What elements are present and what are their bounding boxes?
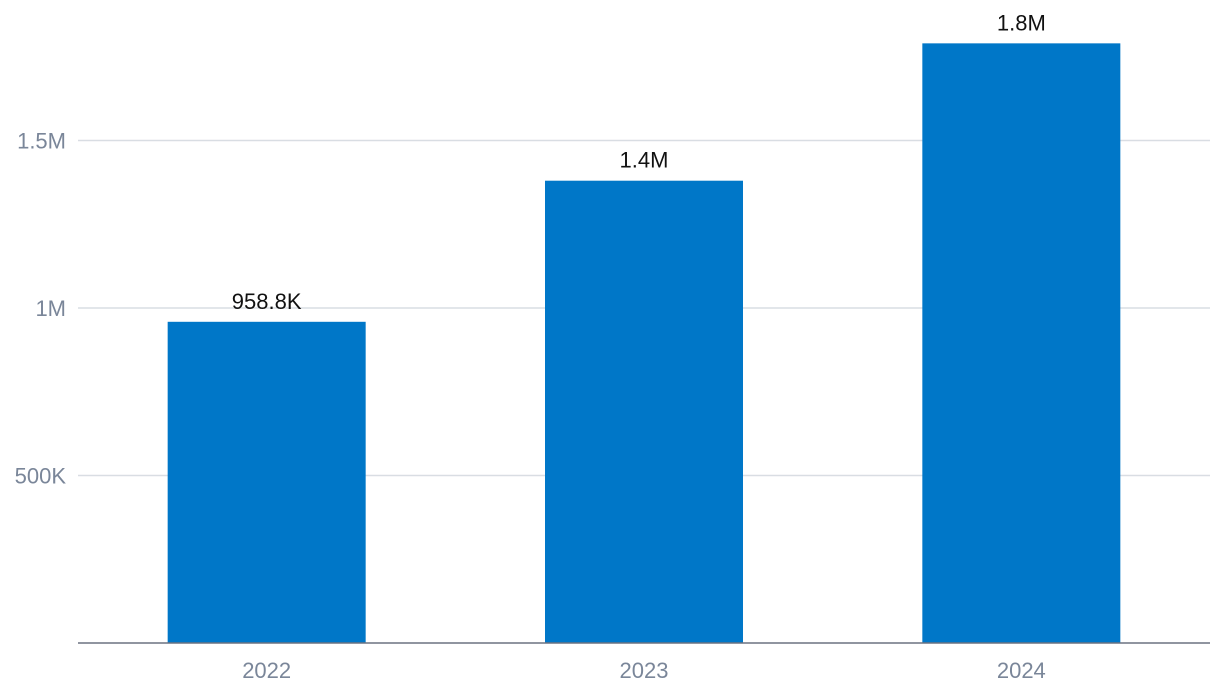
data-labels: 958.8K 1.4M 1.8M	[232, 10, 1046, 313]
x-axis-ticks: 2022 2023 2024	[242, 658, 1046, 683]
data-label-2024: 1.8M	[997, 10, 1046, 35]
data-label-2022: 958.8K	[232, 289, 302, 314]
bar-2023[interactable]	[545, 180, 743, 643]
data-label-2023: 1.4M	[620, 148, 669, 173]
x-tick-label: 2022	[242, 658, 291, 683]
bars	[167, 43, 1121, 644]
x-tick-label: 2023	[620, 658, 669, 683]
bar-2022[interactable]	[167, 321, 366, 643]
y-tick-label: 1M	[35, 296, 66, 321]
y-axis-ticks: 500K 1M 1.5M	[15, 129, 67, 489]
y-tick-label: 1.5M	[17, 129, 66, 154]
y-tick-label: 500K	[15, 464, 67, 489]
bar-2024[interactable]	[922, 43, 1121, 644]
x-tick-label: 2024	[997, 658, 1046, 683]
